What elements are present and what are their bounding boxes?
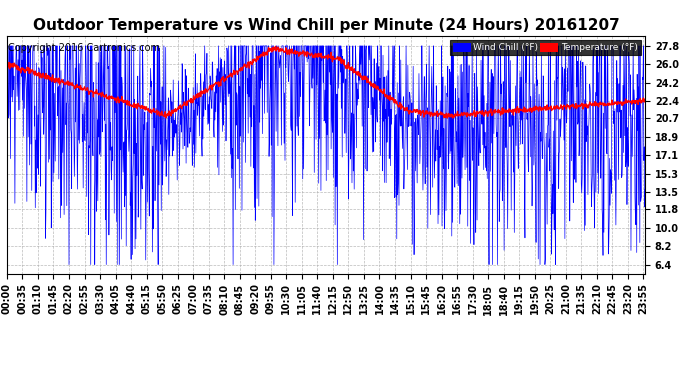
Legend: Wind Chill (°F), Temperature (°F): Wind Chill (°F), Temperature (°F) [450,40,640,55]
Text: Copyright 2016 Cartronics.com: Copyright 2016 Cartronics.com [8,43,160,53]
Title: Outdoor Temperature vs Wind Chill per Minute (24 Hours) 20161207: Outdoor Temperature vs Wind Chill per Mi… [32,18,620,33]
